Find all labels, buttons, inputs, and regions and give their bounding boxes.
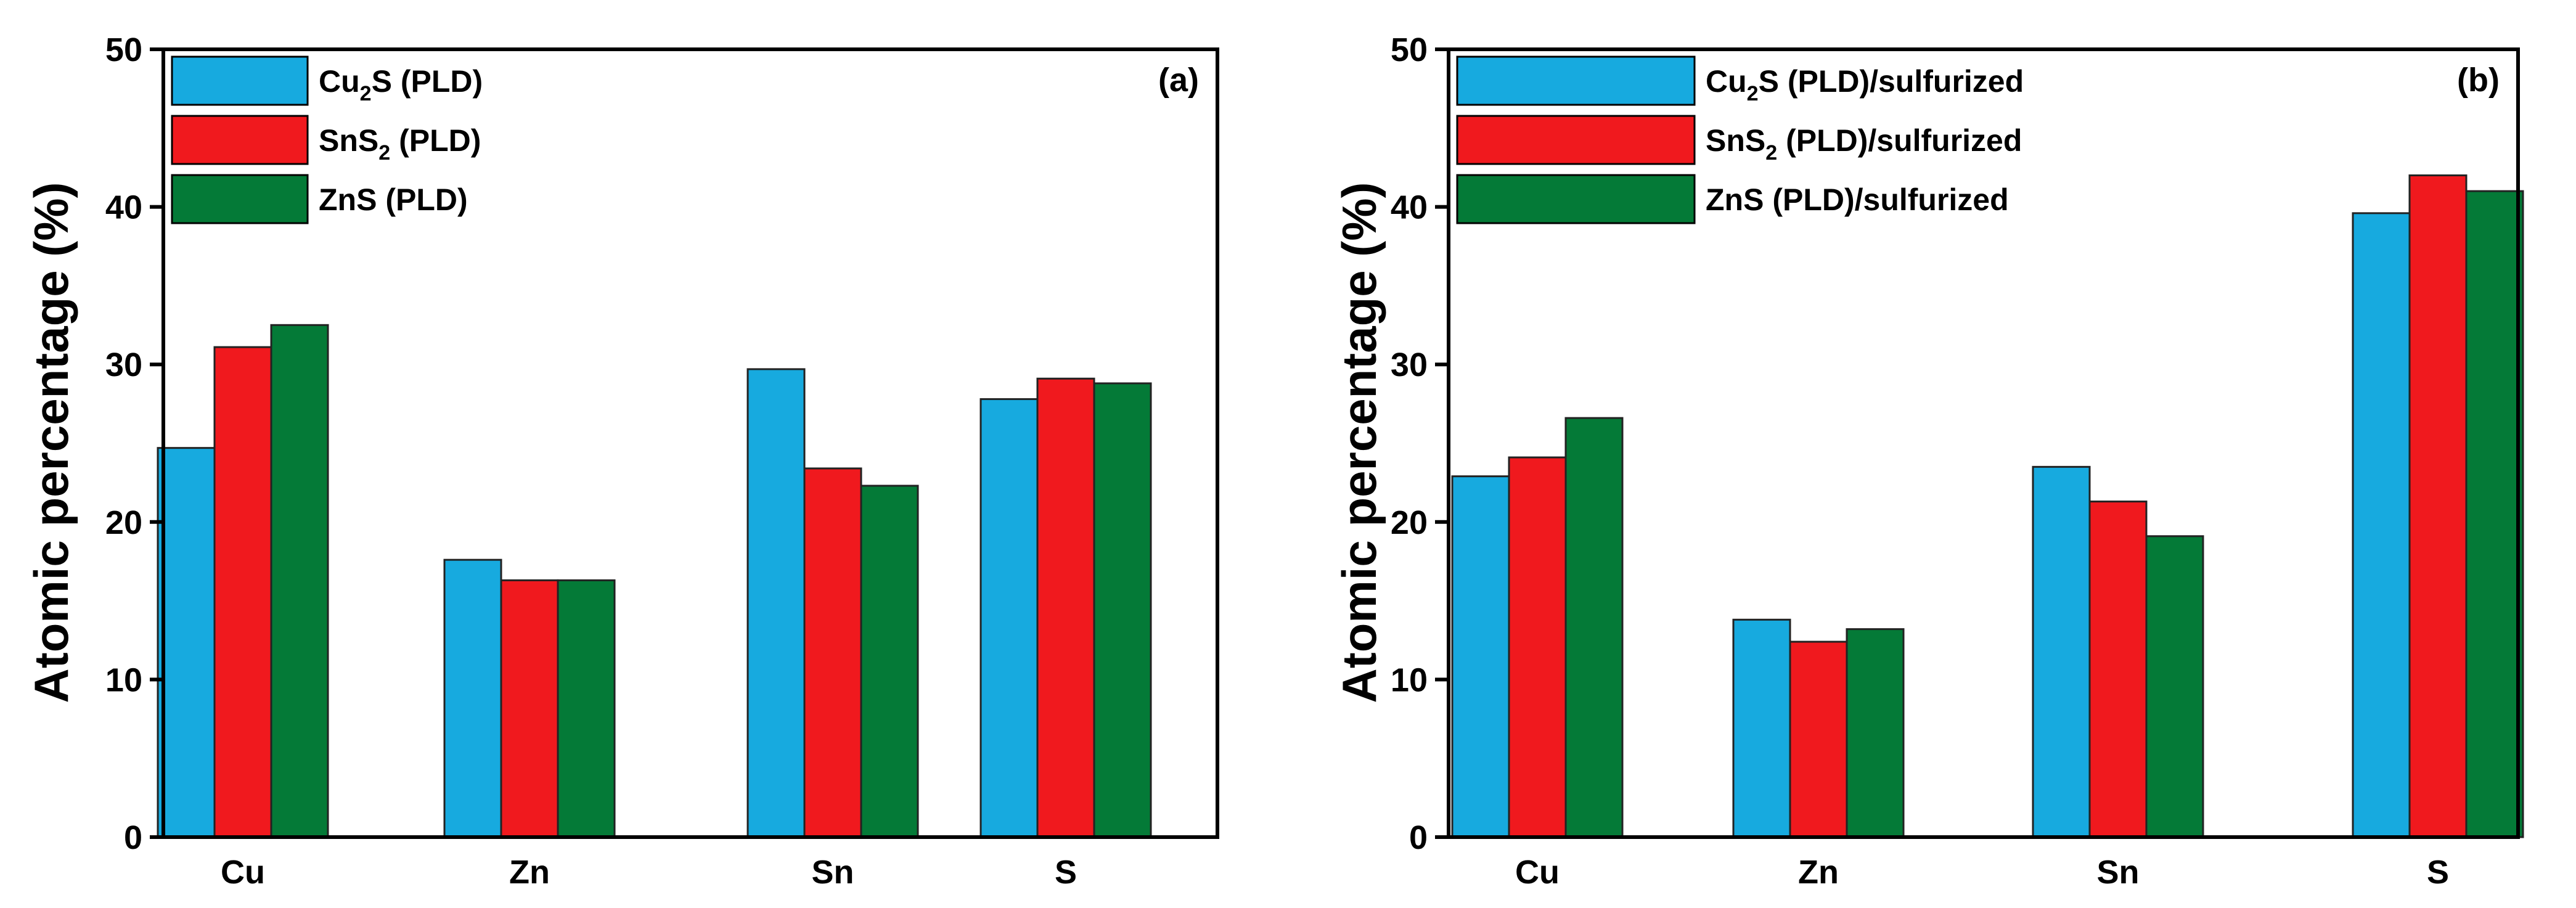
bar-b-s-3 bbox=[2465, 190, 2524, 838]
y-tick-label-a-30: 30 bbox=[105, 346, 142, 383]
y-ticks-a: 0 10 20 30 40 50 bbox=[105, 31, 163, 856]
bar-b-sn-2 bbox=[2088, 501, 2148, 838]
legend-swatch-a-3 bbox=[171, 174, 309, 224]
y-tick-label-a-0: 0 bbox=[124, 819, 142, 856]
y-tick-label-b-40: 40 bbox=[1391, 189, 1428, 226]
chart-panel-b: Atomic percentage (%) 0 10 20 30 40 50 Cu Zn Sn… bbox=[1332, 31, 2524, 891]
x-tick-labels-a: Cu Zn Sn S bbox=[221, 854, 1077, 891]
y-tick-label-a-20: 20 bbox=[105, 504, 142, 541]
bar-a-s-1 bbox=[979, 398, 1039, 838]
legend-label-a-1: Cu2S (PLD) bbox=[319, 64, 483, 105]
x-tick-label-a-sn: Sn bbox=[811, 854, 854, 891]
legend-label-a-3: ZnS (PLD) bbox=[319, 182, 468, 217]
bar-a-zn-1 bbox=[443, 558, 502, 838]
panel-label-b: (b) bbox=[2457, 62, 2500, 99]
legend-label-b-2: SnS2 (PLD)/sulfurized bbox=[1706, 123, 2022, 165]
bar-b-s-2 bbox=[2408, 174, 2468, 838]
legend-label-b-3: ZnS (PLD)/sulfurized bbox=[1706, 182, 2009, 217]
panel-label-a: (a) bbox=[1158, 62, 1199, 99]
chart-panel-a: Atomic percentage (%) 0 10 20 30 40 50 Cu Zn Sn… bbox=[24, 31, 1219, 891]
legend-label-b-1: Cu2S (PLD)/sulfurized bbox=[1706, 64, 2024, 105]
x-tick-label-b-s: S bbox=[2427, 854, 2449, 891]
plot-frame-b bbox=[1447, 47, 2520, 839]
y-tick-label-b-0: 0 bbox=[1409, 819, 1428, 856]
x-tick-label-a-cu: Cu bbox=[221, 854, 265, 891]
bars-b bbox=[1451, 174, 2524, 838]
y-tick-label-b-20: 20 bbox=[1391, 504, 1428, 541]
legend-swatch-b-1 bbox=[1456, 55, 1696, 106]
bar-a-sn-1 bbox=[746, 368, 806, 838]
bar-b-zn-3 bbox=[1846, 628, 1905, 838]
y-tick-label-b-30: 30 bbox=[1391, 346, 1428, 383]
bar-b-cu-1 bbox=[1451, 475, 1510, 838]
legend-swatch-b-3 bbox=[1456, 174, 1696, 224]
y-tick-label-b-50: 50 bbox=[1391, 31, 1428, 68]
legend-b: Cu2S (PLD)/sulfurized SnS2 (PLD)/sulfuriz… bbox=[1456, 55, 2024, 224]
plot-frame-a bbox=[162, 47, 1219, 839]
x-tick-labels-b: Cu Zn Sn S bbox=[1515, 854, 2449, 891]
y-tick-label-a-40: 40 bbox=[105, 189, 142, 226]
bar-a-s-3 bbox=[1093, 382, 1152, 838]
bar-a-s-2 bbox=[1036, 377, 1095, 838]
y-axis-title-b: Atomic percentage (%) bbox=[1332, 182, 1386, 703]
y-tick-label-a-50: 50 bbox=[105, 31, 142, 68]
bars-a bbox=[157, 324, 1152, 838]
bar-b-sn-1 bbox=[2032, 465, 2091, 838]
y-tick-label-b-10: 10 bbox=[1391, 661, 1428, 698]
bar-a-zn-3 bbox=[557, 579, 616, 838]
bar-b-zn-2 bbox=[1789, 640, 1848, 838]
x-tick-label-b-cu: Cu bbox=[1515, 854, 1560, 891]
bar-b-cu-2 bbox=[1508, 456, 1567, 838]
legend-a: Cu2S (PLD) SnS2 (PLD) ZnS (PLD) bbox=[171, 55, 483, 224]
legend-swatch-b-2 bbox=[1456, 115, 1696, 165]
bar-a-sn-2 bbox=[803, 467, 862, 838]
y-axis-title-a: Atomic percentage (%) bbox=[24, 182, 78, 703]
bar-a-sn-3 bbox=[860, 485, 919, 838]
bar-b-s-1 bbox=[2352, 212, 2411, 838]
x-tick-label-a-zn: Zn bbox=[509, 854, 550, 891]
x-tick-label-a-s: S bbox=[1055, 854, 1077, 891]
bar-a-cu-3 bbox=[270, 324, 329, 838]
y-tick-label-a-10: 10 bbox=[105, 661, 142, 698]
legend-swatch-a-1 bbox=[171, 55, 309, 106]
bar-a-zn-2 bbox=[500, 579, 559, 838]
bar-a-cu-2 bbox=[213, 346, 272, 838]
legend-label-a-2: SnS2 (PLD) bbox=[319, 123, 481, 165]
bar-b-cu-3 bbox=[1564, 417, 1624, 838]
legend-swatch-a-2 bbox=[171, 115, 309, 165]
bar-b-zn-1 bbox=[1732, 618, 1791, 838]
bar-b-sn-3 bbox=[2145, 535, 2204, 838]
bar-a-cu-1 bbox=[157, 447, 216, 838]
y-ticks-b: 0 10 20 30 40 50 bbox=[1391, 31, 1449, 856]
x-tick-label-b-zn: Zn bbox=[1798, 854, 1839, 891]
x-tick-label-b-sn: Sn bbox=[2096, 854, 2139, 891]
